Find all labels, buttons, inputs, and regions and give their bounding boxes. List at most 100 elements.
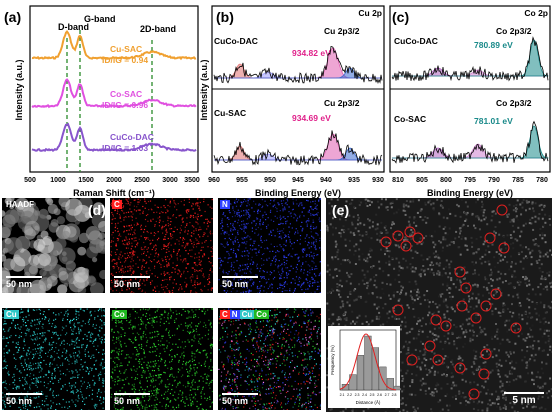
eds-pixel [272,392,275,394]
eds-pixel [237,279,240,281]
eds-pixel [229,257,231,259]
eds-pixel [48,330,50,332]
stem-pixel [389,297,392,300]
stem-pixel [395,408,398,411]
eds-pixel [118,256,120,258]
eds-pixel [287,308,289,310]
eds-pixel [115,225,117,227]
stem-pixel [480,209,483,212]
eds-pixel [181,394,183,396]
eds-pixel [110,254,112,257]
eds-pixel [168,334,170,337]
eds-pixel [258,249,260,251]
eds-pixel [221,409,223,410]
co2p-bot-energy: 781.01 eV [474,116,513,126]
eds-pixel [270,405,272,407]
eds-pixel [248,374,250,376]
eds-pixel [17,327,19,329]
eds-pixel [297,383,299,385]
eds-pixel [191,274,194,276]
eds-pixel [63,339,65,341]
eds-pixel [37,347,39,350]
haadf-blob [84,268,89,273]
eds-pixel [147,399,150,402]
eds-pixel [62,351,64,353]
eds-pixel [155,244,157,246]
eds-pixel [263,263,265,266]
eds-pixel [211,288,213,290]
eds-pixel [146,261,148,263]
eds-pixel [144,333,147,336]
eds-pixel [200,364,202,367]
eds-pixel [93,345,95,347]
eds-pixel [186,368,188,370]
eds-pixel [22,385,24,387]
eds-pixel [77,374,79,376]
eds-pixel [4,320,6,322]
eds-pixel [222,386,224,389]
eds-pixel [85,370,87,372]
eds-pixel [132,213,134,215]
eds-pixel [64,334,67,336]
eds-pixel [249,238,251,241]
eds-pixel [135,263,137,265]
eds-pixel [292,201,294,203]
eds-pixel [250,259,252,261]
eds-pixel [131,242,133,244]
eds-pixel [61,326,64,328]
eds-pixel [258,204,260,206]
eds-pixel [128,327,130,329]
eds-pixel [219,337,222,339]
eds-pixel [233,269,235,271]
eds-pixel [233,270,235,272]
eds-pixel [67,407,69,409]
eds-pixel [166,287,168,290]
eds-pixel [21,355,23,357]
eds-pixel [237,230,239,232]
eds-pixel [5,361,7,363]
eds-pixel [142,405,144,407]
eds-pixel [266,319,268,321]
eds-pixel [274,328,276,331]
eds-pixel [282,223,284,225]
eds-pixel [310,246,312,248]
eds-pixel [244,398,246,400]
eds-pixel [210,358,212,361]
eds-pixel [134,251,136,253]
eds-pixel [313,214,315,216]
eds-pixel [251,340,254,342]
eds-pixel [302,338,304,340]
eds-pixel [124,266,126,268]
eds-pixel [244,264,246,266]
stem-pixel [372,221,374,224]
eds-pixel [125,378,127,380]
eds-pixel [239,216,241,218]
eds-pixel [212,255,213,257]
eds-pixel [256,342,258,344]
eds-pixel [208,367,210,369]
eds-pixel [78,374,80,376]
eds-pixel [211,199,213,201]
eds-pixel [131,216,133,218]
eds-pixel [189,370,191,372]
eds-pixel [304,353,306,355]
eds-pixel [299,397,301,399]
stem-pixel [539,386,542,389]
eds-pixel [316,330,319,332]
eds-pixel [188,209,190,211]
eds-pixel [140,374,142,376]
eds-pixel [320,249,321,252]
eds-pixel [244,268,246,270]
eds-pixel [311,213,314,216]
eds-pixel [149,243,151,245]
eds-pixel [238,327,240,329]
eds-pixel [199,352,201,354]
eds-pixel [3,329,5,331]
eds-pixel [162,220,164,223]
eds-pixel [261,276,263,278]
eds-pixel [304,249,306,251]
eds-pixel [166,251,168,253]
eds-pixel [171,375,173,377]
eds-pixel [198,283,200,285]
eds-pixel [112,349,114,351]
